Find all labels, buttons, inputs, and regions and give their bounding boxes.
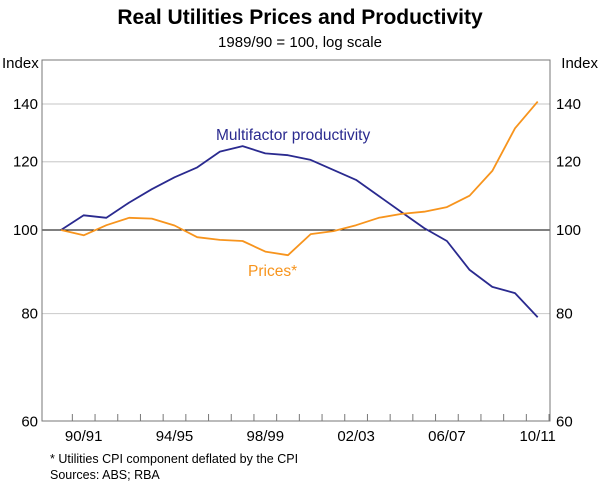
plot-frame (41, 59, 551, 422)
x-tick-label: 94/95 (156, 428, 194, 445)
y-tick-label-right: 100 (556, 222, 581, 239)
y-tick-label-right: 140 (556, 96, 581, 113)
series-label-productivity: Multifactor productivity (216, 127, 370, 144)
y-tick-label-left: 140 (13, 96, 38, 113)
y-tick-label-left: 80 (21, 306, 38, 323)
chart-subtitle: 1989/90 = 100, log scale (218, 34, 382, 51)
y-tick-label-left: 120 (13, 154, 38, 171)
y-tick-label-right: 120 (556, 154, 581, 171)
y-axis-label-right: Index (561, 55, 598, 72)
y-tick-label-right: 60 (556, 413, 573, 430)
chart-title: Real Utilities Prices and Productivity (117, 6, 483, 29)
y-tick-label-left: 100 (13, 222, 38, 239)
footnote: * Utilities CPI component deflated by th… (50, 452, 298, 466)
x-tick-label: 90/91 (65, 428, 103, 445)
y-tick-label-left: 60 (21, 413, 38, 430)
sources: Sources: ABS; RBA (50, 468, 160, 482)
x-tick-label: 98/99 (247, 428, 285, 445)
x-tick-label: 10/11 (519, 428, 555, 445)
x-tick-label: 06/07 (428, 428, 466, 445)
y-axis-label-left: Index (2, 55, 39, 72)
x-tick-label: 02/03 (337, 428, 375, 445)
series-line-prices (60, 101, 539, 257)
y-tick-label-right: 80 (556, 306, 573, 323)
series-label-prices: Prices* (248, 263, 297, 280)
series-line-productivity (60, 145, 539, 318)
